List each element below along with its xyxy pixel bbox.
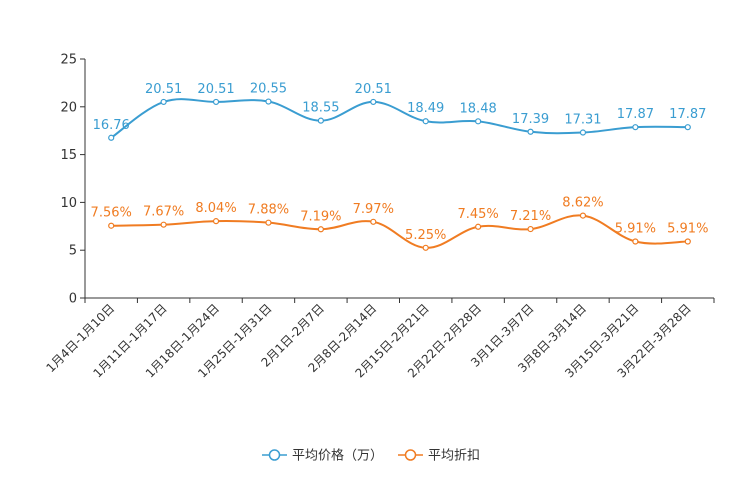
data-label: 18.48 <box>460 101 497 116</box>
data-label: 8.62% <box>562 196 603 211</box>
legend-item-2: 平均折扣 <box>398 449 480 464</box>
data-point <box>527 225 534 233</box>
data-label: 17.31 <box>564 113 601 128</box>
y-tick-label: 5 <box>69 244 77 259</box>
data-point <box>317 226 324 233</box>
series-layer: 16.76 20.51 20.51 20.55 18.55 20.51 18.49 18.48… <box>91 82 708 251</box>
series-line <box>110 98 688 139</box>
data-point <box>160 98 167 106</box>
data-label: 20.55 <box>250 82 287 97</box>
data-label: 20.51 <box>197 82 234 97</box>
y-tick-label: 10 <box>60 196 77 211</box>
data-label: 7.88% <box>248 203 289 218</box>
series-line <box>111 214 688 249</box>
data-point <box>632 124 639 131</box>
data-point <box>108 134 115 141</box>
legend: 平均价格（万） 平均折扣 <box>262 448 480 464</box>
data-point <box>527 128 534 135</box>
data-point <box>370 218 377 225</box>
data-point <box>684 238 691 245</box>
data-label: 17.87 <box>617 107 654 122</box>
legend-label: 平均折扣 <box>428 449 480 464</box>
data-point <box>632 238 639 245</box>
data-label: 5.25% <box>405 228 446 243</box>
legend-label: 平均价格（万） <box>292 448 383 464</box>
data-point <box>475 118 482 125</box>
data-point <box>422 118 429 125</box>
data-label: 20.51 <box>355 82 392 97</box>
y-tick-label: 25 <box>60 53 77 68</box>
data-point <box>475 223 482 230</box>
data-point <box>579 212 587 219</box>
data-point <box>579 129 587 136</box>
data-point <box>160 221 167 228</box>
data-point <box>370 98 377 106</box>
data-point <box>422 244 429 251</box>
data-label: 7.21% <box>510 209 551 224</box>
legend-marker <box>268 449 281 461</box>
data-label: 20.51 <box>145 82 182 97</box>
data-label: 7.67% <box>143 205 184 220</box>
data-label: 17.39 <box>512 112 549 127</box>
data-label: 7.19% <box>300 209 341 224</box>
data-point <box>317 117 324 124</box>
data-label: 18.49 <box>407 101 444 116</box>
y-tick-label: 20 <box>60 100 77 115</box>
data-point <box>265 98 272 105</box>
legend-marker <box>404 449 417 461</box>
data-point <box>265 219 272 226</box>
series-1: 16.76 20.51 20.51 20.55 18.55 20.51 18.49 18.48… <box>93 82 706 141</box>
data-label: 5.91% <box>667 222 708 237</box>
series-2: 7.56% 7.67% 8.04% 7.88% 7.19% 7.97% 5.25% 7.45%… <box>91 196 708 251</box>
data-point <box>212 98 220 106</box>
data-label: 7.45% <box>457 207 498 222</box>
legend-item-1: 平均价格（万） <box>262 448 383 464</box>
y-tick-label: 15 <box>60 148 77 163</box>
data-label: 17.87 <box>669 107 706 122</box>
data-label: 5.91% <box>615 222 656 237</box>
data-label: 7.56% <box>91 206 132 221</box>
data-point <box>684 124 691 131</box>
data-label: 8.04% <box>195 201 236 216</box>
data-label: 16.76 <box>93 118 130 133</box>
data-label: 18.55 <box>302 101 339 116</box>
data-point <box>212 218 220 225</box>
data-label: 7.97% <box>353 202 394 217</box>
y-tick-label: 0 <box>69 292 77 307</box>
data-point <box>108 222 115 229</box>
